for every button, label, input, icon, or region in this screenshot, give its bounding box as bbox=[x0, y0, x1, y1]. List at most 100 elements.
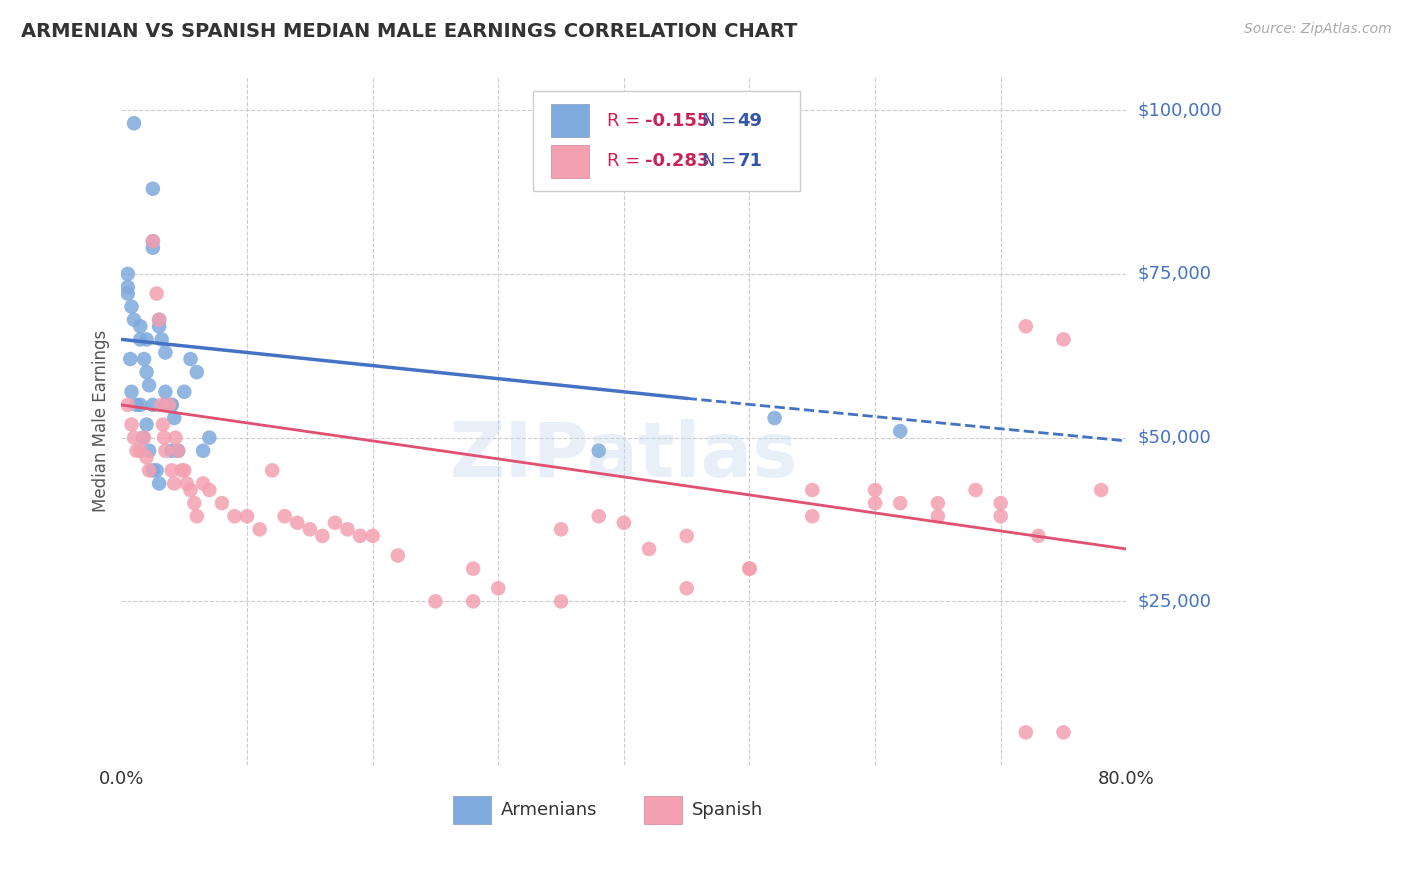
Text: Source: ZipAtlas.com: Source: ZipAtlas.com bbox=[1244, 22, 1392, 37]
Point bbox=[135, 365, 157, 379]
Point bbox=[262, 463, 284, 477]
Point bbox=[361, 529, 384, 543]
Point bbox=[155, 384, 177, 399]
Point bbox=[1015, 725, 1038, 739]
Point bbox=[163, 411, 186, 425]
Point bbox=[145, 463, 167, 477]
Point bbox=[224, 509, 246, 524]
Point bbox=[142, 234, 165, 248]
Text: Spanish: Spanish bbox=[692, 801, 763, 819]
Text: 49: 49 bbox=[737, 112, 762, 129]
Text: $50,000: $50,000 bbox=[1137, 429, 1211, 447]
Point bbox=[117, 286, 139, 301]
Point bbox=[125, 398, 148, 412]
Point bbox=[965, 483, 987, 497]
Point bbox=[211, 496, 233, 510]
Point bbox=[157, 398, 180, 412]
Point bbox=[191, 443, 214, 458]
Point bbox=[150, 332, 173, 346]
Text: -0.283: -0.283 bbox=[645, 153, 710, 170]
Point bbox=[274, 509, 297, 524]
Point bbox=[249, 522, 271, 536]
Point bbox=[142, 241, 165, 255]
Point bbox=[349, 529, 371, 543]
Point bbox=[150, 398, 173, 412]
Point bbox=[173, 384, 195, 399]
Point bbox=[1028, 529, 1050, 543]
Point bbox=[1052, 725, 1074, 739]
Point bbox=[186, 365, 208, 379]
Point bbox=[990, 509, 1012, 524]
Point bbox=[180, 483, 202, 497]
Point bbox=[129, 332, 152, 346]
Point bbox=[285, 516, 308, 530]
Point bbox=[160, 398, 183, 412]
Point bbox=[167, 443, 190, 458]
Point bbox=[122, 312, 145, 326]
Point bbox=[801, 509, 824, 524]
Point bbox=[889, 424, 911, 438]
Bar bbox=[453, 796, 491, 823]
Point bbox=[132, 431, 155, 445]
Point bbox=[129, 398, 152, 412]
Point bbox=[298, 522, 321, 536]
Text: ZIPatlas: ZIPatlas bbox=[450, 418, 799, 492]
Point bbox=[160, 398, 183, 412]
Point bbox=[167, 443, 190, 458]
Point bbox=[148, 476, 170, 491]
Point bbox=[588, 509, 610, 524]
Point bbox=[122, 431, 145, 445]
Point bbox=[153, 431, 176, 445]
Point bbox=[863, 496, 886, 510]
Point bbox=[155, 443, 177, 458]
Point bbox=[236, 509, 259, 524]
Point bbox=[125, 443, 148, 458]
Point bbox=[148, 312, 170, 326]
Point bbox=[186, 509, 208, 524]
Point bbox=[863, 483, 886, 497]
Point bbox=[165, 431, 187, 445]
Point bbox=[163, 476, 186, 491]
Point bbox=[738, 561, 761, 575]
Text: R =: R = bbox=[607, 153, 645, 170]
Point bbox=[138, 378, 160, 392]
Y-axis label: Median Male Earnings: Median Male Earnings bbox=[93, 330, 110, 512]
Point bbox=[167, 443, 190, 458]
Point bbox=[638, 541, 661, 556]
Point bbox=[463, 594, 485, 608]
Bar bbox=[644, 796, 682, 823]
Point bbox=[387, 549, 409, 563]
Point bbox=[129, 443, 152, 458]
Text: $75,000: $75,000 bbox=[1137, 265, 1212, 283]
Point bbox=[148, 312, 170, 326]
Point bbox=[142, 398, 165, 412]
Point bbox=[121, 300, 143, 314]
Text: $100,000: $100,000 bbox=[1137, 101, 1222, 120]
Point bbox=[142, 182, 165, 196]
Text: -0.155: -0.155 bbox=[645, 112, 710, 129]
Point bbox=[121, 417, 143, 432]
Text: ARMENIAN VS SPANISH MEDIAN MALE EARNINGS CORRELATION CHART: ARMENIAN VS SPANISH MEDIAN MALE EARNINGS… bbox=[21, 22, 797, 41]
Point bbox=[160, 443, 183, 458]
Point bbox=[160, 463, 183, 477]
Point bbox=[198, 431, 221, 445]
Point bbox=[1015, 319, 1038, 334]
Point bbox=[122, 116, 145, 130]
Point bbox=[183, 496, 205, 510]
Text: R =: R = bbox=[607, 112, 645, 129]
Point bbox=[588, 443, 610, 458]
Point bbox=[311, 529, 333, 543]
Point bbox=[142, 234, 165, 248]
Point bbox=[152, 417, 174, 432]
Point bbox=[486, 581, 509, 595]
Point bbox=[138, 443, 160, 458]
Text: N =: N = bbox=[702, 153, 742, 170]
Point bbox=[132, 431, 155, 445]
Point bbox=[135, 450, 157, 465]
Point bbox=[198, 483, 221, 497]
Point bbox=[176, 476, 198, 491]
Text: N =: N = bbox=[702, 112, 742, 129]
Point bbox=[613, 516, 636, 530]
Point bbox=[138, 463, 160, 477]
Point bbox=[927, 509, 949, 524]
